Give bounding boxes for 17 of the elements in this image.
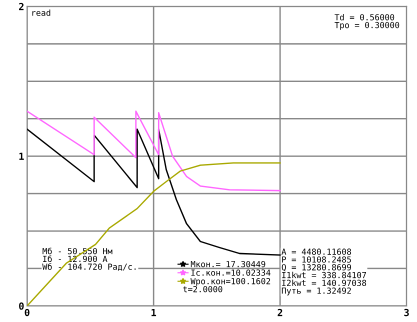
y-tick-label: 0	[19, 302, 24, 310]
legend-label: Мкон.= 17.30449	[190, 260, 266, 268]
legend-label: Ic.кон.=10.02334	[191, 269, 270, 276]
annotation: t=2.0000	[183, 286, 222, 292]
annotation: read	[32, 9, 50, 16]
x-tick-label: 0	[24, 308, 30, 316]
annotation: Td = 0.56000 Тро = 0.30000	[334, 14, 400, 30]
y-tick-label: 2	[19, 2, 24, 10]
x-tick-label: 3	[404, 308, 409, 316]
annotation: A = 4480.11608 P = 10108.2485 Q = 13280.8699 I1kwt = 338.84107 I2kwt = 140.97038 Путь = 1.32492	[282, 248, 366, 296]
line-series	[27, 128, 281, 256]
y-tick-label: 1	[19, 152, 24, 160]
x-tick-label: 2	[278, 308, 282, 316]
line-series	[27, 162, 281, 306]
legend-label: Wро.кон=100.1602	[190, 278, 270, 286]
line-series	[27, 110, 281, 192]
x-tick-label: 1	[152, 308, 156, 316]
